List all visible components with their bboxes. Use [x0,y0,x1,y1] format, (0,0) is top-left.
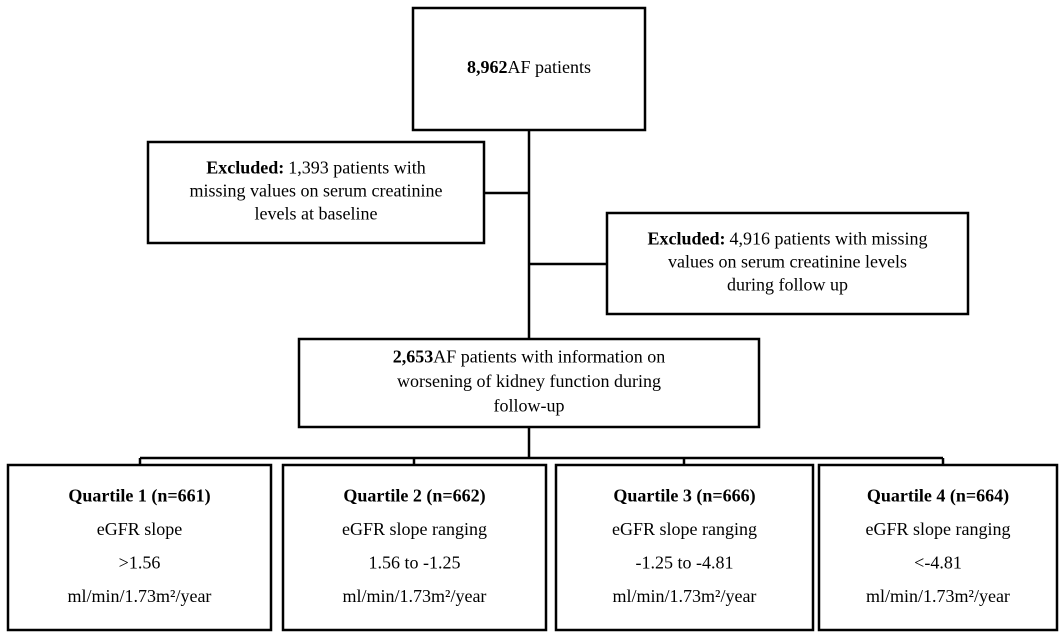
node-box: Excluded: 1,393 patients with missing valu… [146,140,486,245]
text: -1.25 to -4.81 [636,552,734,572]
box-text: values on serum creatinine levels [668,252,907,272]
box-text: eGFR slope ranging [342,519,487,539]
box-text: Quartile 3 (n=666) [613,485,755,506]
box-text: eGFR slope [97,519,183,539]
text: 1.56 to -1.25 [369,552,461,572]
text: ml/min/1.73m²/year [613,586,757,606]
box-text: 1.56 to -1.25 [369,552,461,572]
box [6,463,273,632]
text: worsening of kidney function during [397,371,661,391]
text: 4,916 patients with missing [730,229,928,249]
bold-text: 8,962 [467,57,508,77]
node-box: Quartile 4 (n=664) eGFR slope ranging <-4.… [817,463,1059,632]
box-text: <-4.81 [914,552,962,572]
bold-text: Quartile 3 (n=666) [613,485,755,506]
text: eGFR slope ranging [342,519,487,539]
box-text: ml/min/1.73m²/year [68,586,212,606]
bold-text: Quartile 2 (n=662) [343,485,485,506]
bold-text: Excluded: [647,229,725,249]
node-box: 2,653AF patients with information on wors… [297,337,761,429]
box-text: Quartile 4 (n=664) [867,485,1009,506]
box-text: >1.56 [119,552,161,572]
box [605,211,970,316]
text: follow-up [494,396,565,416]
node-box: 8,962AF patients [411,6,647,132]
box-text: Quartile 1 (n=661) [68,485,210,506]
box-text: -1.25 to -4.81 [636,552,734,572]
box-text: levels at baseline [255,204,378,224]
box-text: worsening of kidney function during [397,371,661,391]
text: AF patients [508,57,592,77]
node-box: Excluded: 4,916 patients with missing valu… [605,211,970,316]
bold-text: 2,653 [393,347,434,367]
bold-text: Excluded: [206,158,284,178]
box-text: ml/min/1.73m²/year [613,586,757,606]
box [297,337,761,429]
text: levels at baseline [255,204,378,224]
text: missing values on serum creatinine [190,181,443,201]
text: ml/min/1.73m²/year [866,586,1010,606]
text: <-4.81 [914,552,962,572]
text: during follow up [727,275,848,295]
box-text: Excluded: 1,393 patients with [206,158,426,178]
text: values on serum creatinine levels [668,252,907,272]
box [146,140,486,245]
node-box: Quartile 2 (n=662) eGFR slope ranging 1.56… [281,463,548,632]
box-text: 2,653AF patients with information on [393,347,665,367]
text: eGFR slope ranging [866,519,1011,539]
box [817,463,1059,632]
box-text: Quartile 2 (n=662) [343,485,485,506]
box-text: ml/min/1.73m²/year [343,586,487,606]
bold-text: Quartile 4 (n=664) [867,485,1009,506]
text: 1,393 patients with [288,158,426,178]
box-text: during follow up [727,275,848,295]
connectors [138,130,945,465]
box-text: eGFR slope ranging [612,519,757,539]
box [411,6,647,132]
box [281,463,548,632]
node-box: Quartile 3 (n=666) eGFR slope ranging -1.2… [554,463,815,632]
box-text: 8,962AF patients [467,57,591,77]
bold-text: Quartile 1 (n=661) [68,485,210,506]
box-text: eGFR slope ranging [866,519,1011,539]
node-box: Quartile 1 (n=661) eGFR slope >1.56 ml/min/… [6,463,273,632]
text: ml/min/1.73m²/year [68,586,212,606]
box-text: follow-up [494,396,565,416]
text: >1.56 [119,552,161,572]
box [554,463,815,632]
box-text: missing values on serum creatinine [190,181,443,201]
box-text: Excluded: 4,916 patients with missing [647,229,927,249]
text: ml/min/1.73m²/year [343,586,487,606]
text: eGFR slope [97,519,183,539]
box-text: ml/min/1.73m²/year [866,586,1010,606]
text: AF patients with information on [433,347,665,367]
text: eGFR slope ranging [612,519,757,539]
